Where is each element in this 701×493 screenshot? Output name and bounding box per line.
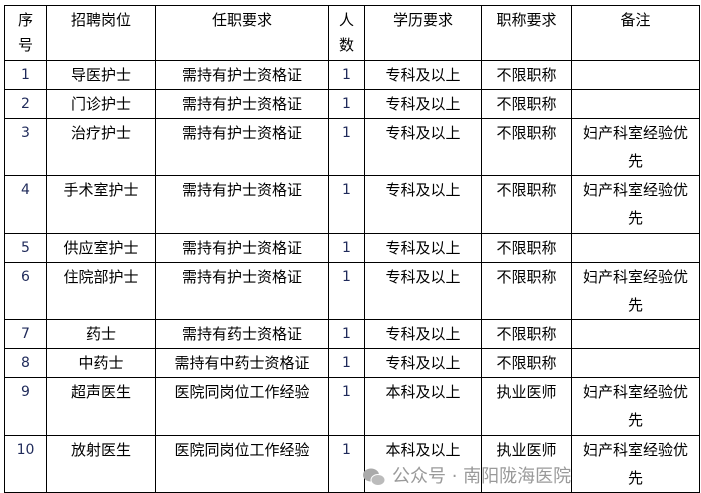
recruitment-table: 序号 招聘岗位 任职要求 人数 学历要求 职称要求 备注 1 导医护士 需持有护士资… <box>4 5 700 493</box>
cell-title: 不限职称 <box>481 348 572 378</box>
cell-no: 3 <box>4 118 47 176</box>
cell-requirement: 医院同岗位工作经验 <box>155 377 329 436</box>
cell-count: 1 <box>328 348 365 378</box>
cell-count: 1 <box>328 118 365 176</box>
cell-no: 9 <box>4 377 47 436</box>
cell-title: 执业医师 <box>481 377 572 436</box>
cell-note <box>571 89 700 119</box>
cell-title: 不限职称 <box>481 89 572 119</box>
table-row: 8 中药士 需持有中药士资格证 1 专科及以上 不限职称 <box>4 348 700 378</box>
cell-post: 放射医生 <box>46 435 156 493</box>
header-post: 招聘岗位 <box>46 5 156 61</box>
header-count: 人数 <box>328 5 365 61</box>
table-row: 7 药士 需持有药士资格证 1 专科及以上 不限职称 <box>4 319 700 349</box>
cell-education: 专科及以上 <box>364 60 482 90</box>
cell-requirement: 需持有护士资格证 <box>155 60 329 90</box>
cell-education: 专科及以上 <box>364 262 482 320</box>
cell-requirement: 需持有护士资格证 <box>155 175 329 234</box>
cell-no: 10 <box>4 435 47 493</box>
cell-count: 1 <box>328 319 365 349</box>
cell-education: 专科及以上 <box>364 319 482 349</box>
cell-note <box>571 233 700 263</box>
cell-post: 导医护士 <box>46 60 156 90</box>
cell-note: 妇产科室经验优先 <box>571 377 700 436</box>
table-row: 3 治疗护士 需持有护士资格证 1 专科及以上 不限职称 妇产科室经验优先 <box>4 118 700 176</box>
cell-no: 5 <box>4 233 47 263</box>
cell-count: 1 <box>328 175 365 234</box>
table-row: 5 供应室护士 需持有护士资格证 1 专科及以上 不限职称 <box>4 233 700 263</box>
cell-post: 供应室护士 <box>46 233 156 263</box>
cell-count: 1 <box>328 435 365 493</box>
cell-requirement: 需持有中药士资格证 <box>155 348 329 378</box>
cell-post: 中药士 <box>46 348 156 378</box>
cell-title: 不限职称 <box>481 60 572 90</box>
cell-count: 1 <box>328 60 365 90</box>
header-note: 备注 <box>571 5 700 61</box>
cell-count: 1 <box>328 89 365 119</box>
cell-post: 超声医生 <box>46 377 156 436</box>
cell-requirement: 需持有护士资格证 <box>155 262 329 320</box>
table-row: 10 放射医生 医院同岗位工作经验 1 本科及以上 执业医师 妇产科室经验优先 <box>4 435 700 493</box>
header-education: 学历要求 <box>364 5 482 61</box>
cell-title: 不限职称 <box>481 118 572 176</box>
cell-count: 1 <box>328 233 365 263</box>
cell-post: 住院部护士 <box>46 262 156 320</box>
cell-requirement: 需持有护士资格证 <box>155 89 329 119</box>
cell-education: 专科及以上 <box>364 175 482 234</box>
cell-education: 专科及以上 <box>364 348 482 378</box>
cell-title: 不限职称 <box>481 319 572 349</box>
header-title: 职称要求 <box>481 5 572 61</box>
cell-post: 治疗护士 <box>46 118 156 176</box>
cell-post: 手术室护士 <box>46 175 156 234</box>
cell-requirement: 需持有药士资格证 <box>155 319 329 349</box>
cell-note: 妇产科室经验优先 <box>571 118 700 176</box>
cell-education: 专科及以上 <box>364 233 482 263</box>
cell-title: 不限职称 <box>481 175 572 234</box>
cell-title: 执业医师 <box>481 435 572 493</box>
header-row: 序号 招聘岗位 任职要求 人数 学历要求 职称要求 备注 <box>4 5 700 61</box>
header-requirement: 任职要求 <box>155 5 329 61</box>
cell-no: 4 <box>4 175 47 234</box>
cell-requirement: 医院同岗位工作经验 <box>155 435 329 493</box>
cell-note: 妇产科室经验优先 <box>571 435 700 493</box>
watermark: 公众号 · 南阳陇海医院 <box>362 466 571 487</box>
cell-education: 专科及以上 <box>364 89 482 119</box>
table-row: 4 手术室护士 需持有护士资格证 1 专科及以上 不限职称 妇产科室经验优先 <box>4 175 700 234</box>
cell-count: 1 <box>328 377 365 436</box>
cell-note: 妇产科室经验优先 <box>571 262 700 320</box>
header-no: 序号 <box>4 5 47 61</box>
table-row: 1 导医护士 需持有护士资格证 1 专科及以上 不限职称 <box>4 60 700 90</box>
cell-post: 门诊护士 <box>46 89 156 119</box>
cell-note <box>571 348 700 378</box>
table-row: 6 住院部护士 需持有护士资格证 1 专科及以上 不限职称 妇产科室经验优先 <box>4 262 700 320</box>
cell-requirement: 需持有护士资格证 <box>155 118 329 176</box>
cell-post: 药士 <box>46 319 156 349</box>
wechat-icon <box>363 468 386 486</box>
cell-note: 妇产科室经验优先 <box>571 175 700 234</box>
watermark-text: 公众号 · 南阳陇海医院 <box>392 466 572 487</box>
cell-no: 8 <box>4 348 47 378</box>
cell-note <box>571 319 700 349</box>
table-row: 9 超声医生 医院同岗位工作经验 1 本科及以上 执业医师 妇产科室经验优先 <box>4 377 700 436</box>
cell-title: 不限职称 <box>481 262 572 320</box>
cell-education: 本科及以上 <box>364 377 482 436</box>
cell-requirement: 需持有护士资格证 <box>155 233 329 263</box>
cell-education: 专科及以上 <box>364 118 482 176</box>
cell-no: 6 <box>4 262 47 320</box>
cell-no: 2 <box>4 89 47 119</box>
cell-count: 1 <box>328 262 365 320</box>
cell-no: 1 <box>4 60 47 90</box>
cell-no: 7 <box>4 319 47 349</box>
table-row: 2 门诊护士 需持有护士资格证 1 专科及以上 不限职称 <box>4 89 700 119</box>
cell-note <box>571 60 700 90</box>
cell-title: 不限职称 <box>481 233 572 263</box>
